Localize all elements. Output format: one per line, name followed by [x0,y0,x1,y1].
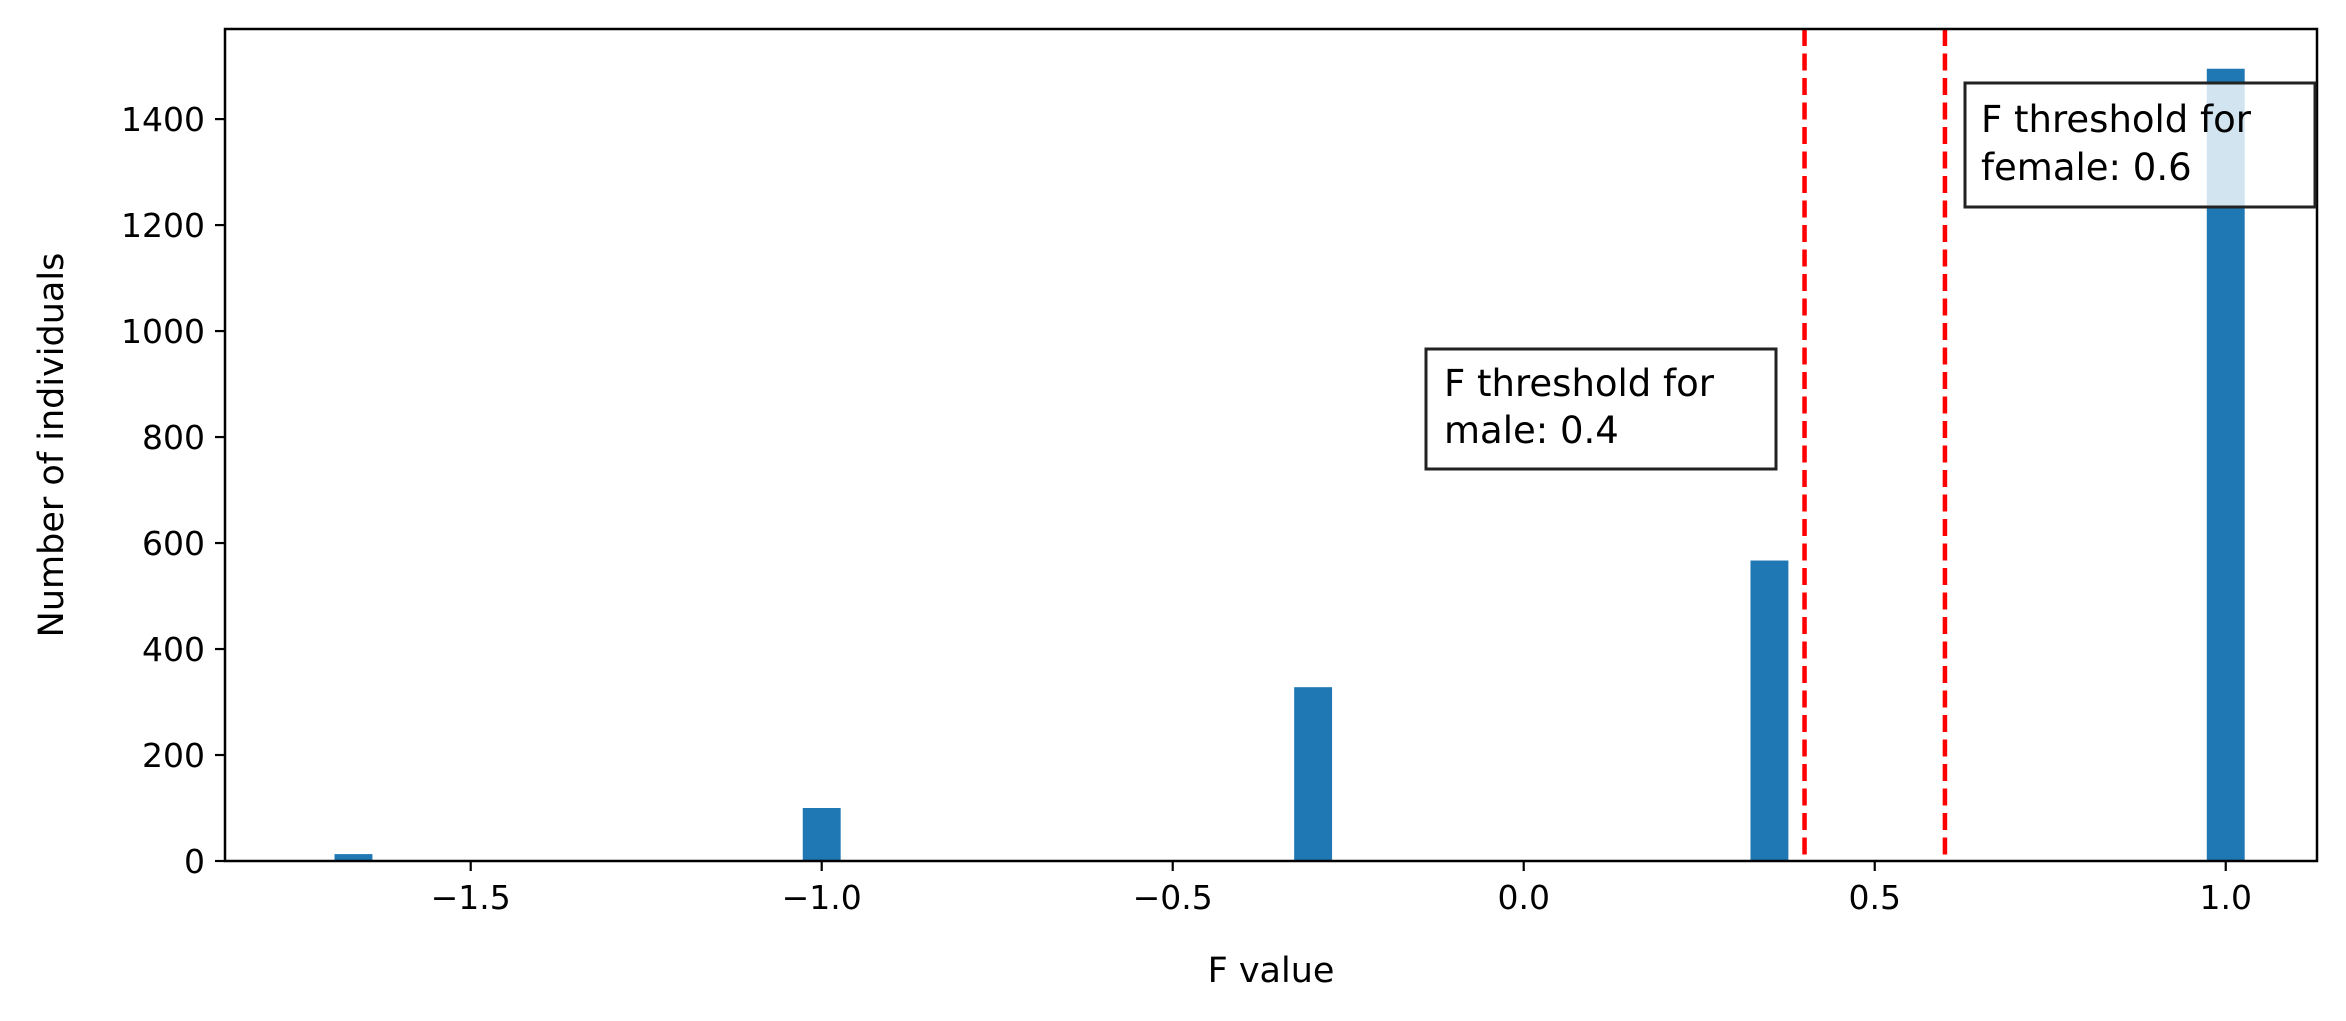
female-annotation-line-2: female: 0.6 [1981,146,2192,189]
x-tick-label-0: −1.5 [431,878,511,917]
male-annotation-box [1424,347,1778,471]
female-annotation-line-1: F threshold for [1981,98,2252,141]
male-annotation-line-2: male: 0.4 [1444,409,1619,452]
y-tick-label-6: 1200 [121,206,205,245]
x-tick-label-1: −1.0 [782,878,862,917]
y-tick-label-1: 200 [142,736,205,775]
x-tick-label-3: 0.0 [1497,878,1549,917]
y-tick-label-3: 600 [142,524,205,563]
x-axis-label: F value [1208,951,1335,991]
y-tick-label-5: 1000 [121,312,205,351]
female-threshold-annotation: F threshold for female: 0.6 [1963,81,2317,209]
y-tick-label-0: 0 [184,842,205,881]
y-axis-label: Number of individuals [32,253,72,638]
histogram-bar-3 [1750,560,1789,861]
y-tick-label-4: 800 [142,418,205,457]
x-axis-ticks: −1.5 −1.0 −0.5 0.0 0.5 1.0 [431,861,2252,917]
y-axis-ticks: 0 200 400 600 800 1000 1200 1400 [121,100,225,881]
histogram-bar-0 [334,854,373,861]
plot-frame [223,27,2319,863]
histogram-bar-2 [1294,687,1333,861]
male-annotation-line-1: F threshold for [1444,362,1715,405]
male-threshold-annotation: F threshold for male: 0.4 [1424,347,1778,471]
histogram-bar-1 [802,808,841,861]
y-tick-label-7: 1400 [121,100,205,139]
female-annotation-box [1963,81,2317,209]
y-tick-label-2: 400 [142,630,205,669]
bars-layer [334,68,2245,861]
x-tick-label-2: −0.5 [1133,878,1213,917]
x-tick-label-4: 0.5 [1848,878,1900,917]
threshold-lines-layer [1802,29,1948,861]
x-tick-label-5: 1.0 [2199,878,2251,917]
